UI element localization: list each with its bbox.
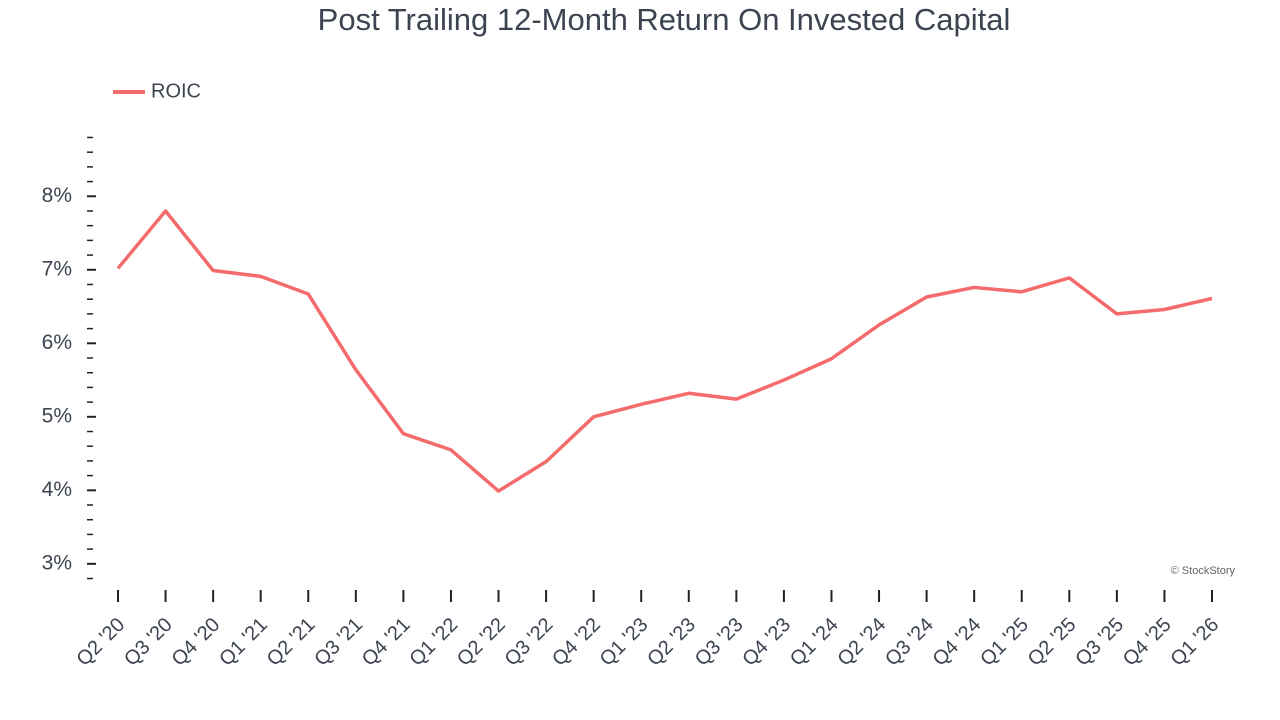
x-tick-label: Q3 '22 <box>501 614 558 671</box>
x-tick-label: Q1 '22 <box>405 614 462 671</box>
x-tick-label: Q2 '22 <box>453 614 510 671</box>
x-tick-label: Q4 '24 <box>929 614 986 671</box>
x-tick-label: Q2 '24 <box>834 614 891 671</box>
y-tick-label: 4% <box>42 478 72 501</box>
y-tick-label: 6% <box>42 331 72 354</box>
x-tick-label: Q3 '23 <box>691 614 748 671</box>
x-tick-label: Q1 '25 <box>976 614 1033 671</box>
x-tick-label: Q3 '24 <box>881 614 938 671</box>
y-tick-label: 3% <box>42 551 72 574</box>
x-tick-label: Q4 '25 <box>1119 614 1176 671</box>
line-series <box>116 209 1213 493</box>
x-tick-label: Q1 '24 <box>786 614 843 671</box>
x-tick-label: Q2 '23 <box>643 614 700 671</box>
x-tick-label: Q4 '21 <box>358 614 415 671</box>
chart-title: Post Trailing 12-Month Return On Investe… <box>318 2 1011 37</box>
x-tick-label: Q1 '26 <box>1166 614 1223 671</box>
y-tick-label: 5% <box>42 404 72 427</box>
x-tick-label: Q2 '20 <box>72 614 129 671</box>
x-tick-label: Q2 '25 <box>1024 614 1081 671</box>
x-tick-label: Q3 '20 <box>120 614 177 671</box>
x-tick-label: Q3 '25 <box>1071 614 1128 671</box>
x-tick-label: Q4 '23 <box>738 614 795 671</box>
watermark: © StockStory <box>1171 565 1236 577</box>
x-tick-label: Q2 '21 <box>263 614 320 671</box>
x-tick-label: Q1 '21 <box>215 614 272 671</box>
y-tick-label: 7% <box>42 257 72 280</box>
x-tick-label: Q4 '22 <box>548 614 605 671</box>
x-tick-label: Q3 '21 <box>310 614 367 671</box>
y-tick-label: 8% <box>42 184 72 207</box>
x-tick-label: Q1 '23 <box>596 614 653 671</box>
legend-label: ROIC <box>151 80 201 102</box>
x-tick-label: Q4 '20 <box>168 614 225 671</box>
